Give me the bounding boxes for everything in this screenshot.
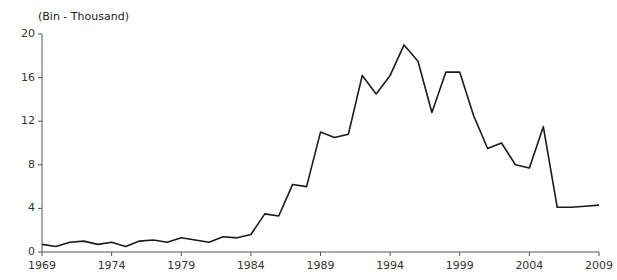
x-tick-label: 1994 bbox=[376, 259, 404, 272]
y-tick-label: 8 bbox=[28, 158, 35, 171]
y-tick-label: 0 bbox=[28, 245, 35, 258]
x-tick bbox=[390, 252, 391, 256]
x-tick bbox=[459, 252, 460, 256]
y-tick bbox=[38, 252, 42, 253]
x-tick bbox=[42, 252, 43, 256]
background bbox=[0, 0, 617, 280]
x-tick bbox=[599, 252, 600, 256]
x-tick bbox=[181, 252, 182, 256]
x-tick bbox=[529, 252, 530, 256]
plot-area bbox=[42, 45, 599, 247]
y-tick bbox=[38, 121, 42, 122]
y-tick bbox=[38, 34, 42, 35]
y-tick bbox=[38, 164, 42, 165]
x-tick-label: 1999 bbox=[446, 259, 474, 272]
y-tick bbox=[38, 77, 42, 78]
x-tick bbox=[250, 252, 251, 256]
y-tick-label: 20 bbox=[21, 27, 35, 40]
x-tick-label: 2004 bbox=[515, 259, 543, 272]
x-tick-label: 1989 bbox=[307, 259, 335, 272]
x-tick-label: 1969 bbox=[28, 259, 56, 272]
y-axis-line bbox=[42, 34, 43, 252]
x-tick bbox=[111, 252, 112, 256]
x-tick-label: 1984 bbox=[237, 259, 265, 272]
y-tick-label: 16 bbox=[21, 71, 35, 84]
y-tick-label: 4 bbox=[28, 201, 35, 214]
x-tick-label: 1974 bbox=[98, 259, 126, 272]
y-tick-label: 12 bbox=[21, 114, 35, 127]
y-tick bbox=[38, 208, 42, 209]
x-tick-label: 2009 bbox=[585, 259, 613, 272]
chart: 0 4 8 12 16 20 1969 1974 1979 1984 1989 1994 1999 200… bbox=[0, 0, 617, 280]
data-line bbox=[42, 45, 599, 247]
x-tick bbox=[320, 252, 321, 256]
x-tick-label: 1979 bbox=[167, 259, 195, 272]
y-axis-label: (Bin - Thousand) bbox=[38, 10, 129, 23]
